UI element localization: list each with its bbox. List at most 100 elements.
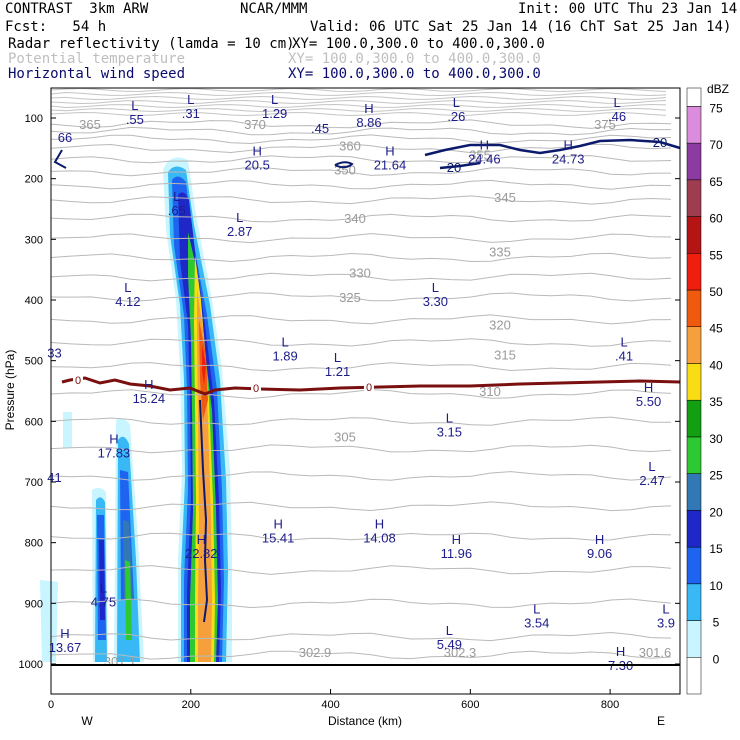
hl-letter-20: H: [144, 377, 153, 392]
plot-frame: [50, 87, 681, 695]
colorbar-swatch-75: [686, 106, 702, 144]
theta-top-band-3: [50, 99, 667, 105]
theta-top-band-0: [50, 87, 667, 93]
theta-line-20: [50, 501, 672, 512]
colorbar-swatch-55: [686, 253, 702, 291]
theta-line-25: [50, 650, 672, 660]
hl-letter-27: H: [375, 517, 384, 532]
hl-letter-0: L: [131, 98, 138, 113]
hl-letter-30: H: [595, 532, 604, 547]
field-wind-xy: XY= 100.0,300.0 to 400.0,300.0: [288, 66, 541, 82]
colorbar-label-55: 55: [709, 248, 723, 262]
theta-label-365: 365: [79, 117, 101, 132]
jet-contour-mid: [439, 161, 481, 170]
theta-line-4: [50, 155, 672, 164]
colorbar-swatch-60: [686, 216, 702, 254]
theta-top-band-1: [50, 91, 667, 97]
colorbar-swatch-30: [686, 436, 702, 474]
header-valid: Valid: 06 UTC Sat 25 Jan 14 (16 ChT Sat …: [310, 19, 732, 35]
theta-line-23: [50, 598, 672, 609]
hl-value-5: .46: [608, 109, 626, 124]
theta-line-1: [50, 126, 671, 136]
hl-letter-3: H: [364, 101, 373, 116]
colorbar-swatch-20: [686, 510, 702, 548]
hl-letter-10: H: [480, 137, 489, 152]
hl-value-28: 22.82: [185, 546, 218, 561]
colorbar-label-65: 65: [709, 175, 723, 189]
colorbar-swatch-5: [686, 620, 702, 658]
colorbar-unit: dBZ: [707, 82, 729, 96]
zero-label-bg-0: [73, 375, 83, 387]
hl-value-21: 5.50: [636, 394, 661, 409]
theta-line-0: [50, 119, 672, 129]
colorbar-swatch-0: [686, 657, 702, 695]
zero-label-0: 0: [75, 375, 81, 387]
theta-top-band-4: [50, 103, 667, 109]
hl-letter-22: L: [446, 410, 453, 425]
hl-value-23: 17.83: [98, 446, 131, 461]
hl-value-3: 8.86: [356, 115, 381, 130]
hl-value-35: 5.49: [437, 637, 462, 652]
hl-letter-4: L: [453, 95, 460, 110]
theta-line-24: [50, 631, 672, 642]
hl-value-29: 11.96: [441, 546, 473, 561]
colorbar-label-35: 35: [709, 395, 723, 409]
colorbar-label-75: 75: [709, 101, 723, 115]
hl-letter-17: L: [334, 350, 341, 365]
hl-value-32: 3.54: [524, 616, 549, 631]
theta-top-band-6: [50, 111, 667, 117]
theta-line-2: [51, 134, 672, 145]
hl-value-9: 21.64: [374, 158, 407, 173]
theta-line-6: [50, 179, 672, 190]
hl-letter-32: L: [533, 602, 540, 617]
field-theta-name: Potential temperature: [8, 51, 186, 67]
hl-value-4: .26: [447, 109, 465, 124]
colorbar-label-60: 60: [709, 212, 723, 226]
hl-value-34: 13.67: [49, 640, 82, 655]
colorbar-label-50: 50: [709, 285, 723, 299]
colorbar-swatch-70: [686, 142, 702, 181]
colorbar-label-25: 25: [709, 469, 723, 483]
colorbar-swatch-65: [686, 179, 702, 217]
hl-letter-8: H: [252, 144, 261, 159]
hl-letter-2: L: [271, 92, 278, 107]
hl-letter-15: L: [432, 280, 439, 295]
field-theta-xy: XY= 100.0,300.0 to 400.0,300.0: [288, 51, 541, 67]
hl-letter-26: H: [273, 517, 282, 532]
field-wind-name: Horizontal wind speed: [8, 66, 186, 82]
colorbar-swatch-15: [686, 546, 702, 585]
theta-label-310: 310: [479, 384, 501, 399]
y-tick-label-100: 100: [25, 113, 43, 125]
theta-line-5: [50, 166, 672, 177]
theta-label-375: 375: [594, 117, 616, 132]
jet-contour-east: [424, 138, 681, 157]
x-tick-label-800: 800: [601, 699, 619, 711]
reflectivity-shallow-7-20dbz: [99, 540, 105, 620]
y-tick-label-600: 600: [25, 416, 43, 428]
hl-letter-13: L: [236, 210, 243, 225]
x-tick-label-200: 200: [182, 699, 200, 711]
colorbar-label-70: 70: [709, 138, 723, 152]
theta-label-330: 330: [349, 266, 371, 281]
hl-letter-31: L: [100, 580, 107, 595]
theta-line-16: [50, 389, 672, 400]
theta-line-12: [50, 292, 672, 302]
hl-letter-12: L: [173, 189, 180, 204]
field-reflectivity-name: Radar reflectivity (lamda = 10 cm): [8, 36, 295, 52]
hl-letter-11: H: [563, 137, 572, 152]
hl-letter-21: H: [644, 380, 653, 395]
colorbar-swatch-35: [686, 399, 702, 438]
hl-value-6: .45: [311, 121, 329, 136]
theta-label-315: 315: [494, 348, 516, 363]
theta-label-301.6: 301.6: [639, 645, 672, 660]
x-west-label: W: [81, 714, 93, 728]
hl-value-12: .65: [168, 203, 186, 218]
x-east-label: E: [657, 714, 665, 728]
hl-value-0: .55: [126, 112, 144, 127]
hl-value-13: 2.87: [227, 224, 252, 239]
theta-label-340: 340: [344, 211, 366, 226]
zero-label-bg-1: [251, 383, 261, 395]
y-tick-label-800: 800: [25, 538, 43, 550]
